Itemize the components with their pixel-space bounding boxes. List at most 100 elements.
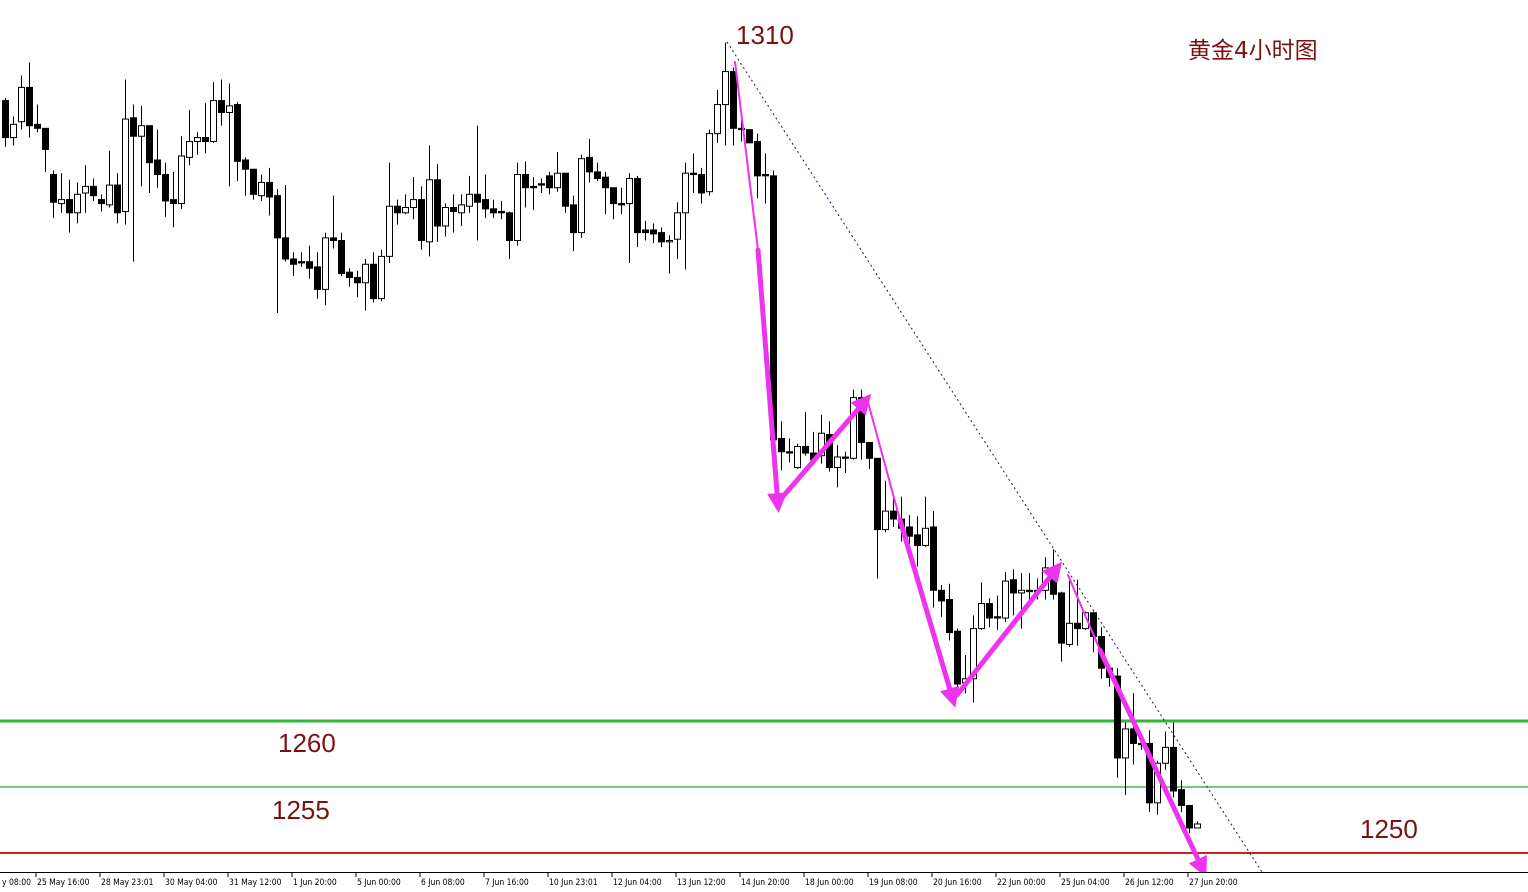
candle: [402, 194, 409, 215]
candle-body-bull: [1002, 580, 1009, 619]
x-tick-label: 27 Jun 20:00: [1189, 878, 1238, 888]
candle: [1058, 591, 1065, 662]
candle-body-bear: [202, 137, 209, 143]
candle: [146, 125, 153, 193]
axis-background: [0, 872, 1528, 892]
candle-body-bear: [890, 510, 897, 520]
candle-body-bear: [394, 205, 401, 214]
candle-body-bull: [442, 207, 449, 227]
x-tick-label: 1 Jun 20:00: [293, 878, 337, 888]
candle-body-bear: [538, 183, 545, 186]
candle: [362, 259, 369, 311]
candle: [162, 162, 169, 217]
candle: [330, 195, 337, 249]
candle: [386, 162, 393, 263]
candle: [914, 516, 921, 567]
candle: [74, 182, 81, 224]
candle: [938, 585, 945, 617]
candle-body-bear: [938, 589, 945, 602]
x-tick-label: 7 Jun 16:00: [485, 878, 529, 888]
candle-body-bear: [290, 258, 297, 265]
candle: [250, 168, 257, 200]
candle-body-bull: [58, 199, 65, 205]
candle: [66, 179, 73, 233]
candle-body-bull: [1194, 823, 1201, 829]
candle-body-bear: [338, 240, 345, 275]
candle-body-bear: [242, 159, 249, 170]
candle-body-bull: [714, 104, 721, 135]
wave-arrow: [954, 561, 1062, 698]
candle-body-bull: [922, 527, 929, 546]
x-tick-label: 10 Jun 23:01: [549, 878, 598, 888]
x-tick-label: 28 May 23:01: [101, 878, 154, 888]
candle-body-bull: [970, 628, 977, 680]
candle: [474, 125, 481, 241]
candle-body-bull: [1018, 589, 1025, 594]
candle: [890, 497, 897, 527]
candle-body-bear: [482, 199, 489, 210]
x-tick-label: 6 Jun 08:00: [421, 878, 465, 888]
candle-body-bear: [730, 71, 737, 129]
candle-body-bear: [66, 199, 73, 214]
candle-body-bear: [994, 616, 1001, 619]
candle-body-bear: [1186, 804, 1193, 829]
candle-body-bear: [330, 237, 337, 242]
x-tick-label: 5 Jun 00:00: [357, 878, 401, 888]
candle-body-bear: [658, 232, 665, 243]
candle: [466, 175, 473, 213]
candle: [1194, 821, 1201, 829]
candle: [1162, 731, 1169, 770]
candle-body-bull: [1122, 728, 1129, 759]
candle: [1002, 571, 1009, 622]
candle: [442, 203, 449, 237]
candle: [370, 252, 377, 303]
candle-body-bear: [162, 174, 169, 202]
candle: [274, 189, 281, 314]
peak-label: 1310: [736, 20, 794, 50]
candle-body-bull: [834, 456, 841, 469]
candle-body-bear: [306, 261, 313, 269]
candle: [10, 116, 17, 146]
candle: [186, 109, 193, 166]
candle: [1066, 578, 1073, 648]
candle: [522, 161, 529, 208]
candle: [562, 172, 569, 213]
candle-body-bull: [426, 179, 433, 243]
wave-arrow: [1097, 647, 1207, 878]
candle-body-bear: [946, 599, 953, 634]
candle-body-bear: [314, 266, 321, 290]
candle-body-bear: [34, 123, 41, 129]
candle-body-bear: [474, 193, 481, 203]
candle-body-bear: [266, 181, 273, 198]
candle: [930, 511, 937, 608]
candle-body-bull: [402, 207, 409, 214]
candle-body-bear: [594, 171, 601, 179]
candle-body-bull: [458, 204, 465, 214]
candle-body-bear: [762, 174, 769, 177]
candle-body-bear: [530, 185, 537, 189]
candle: [906, 515, 913, 545]
candle: [554, 152, 561, 192]
candle-body-bear: [778, 438, 785, 453]
candle: [106, 150, 113, 208]
candle-body-bear: [130, 117, 137, 137]
x-tick-label: 20 Jun 16:00: [933, 878, 982, 888]
candle: [706, 129, 713, 196]
candle: [690, 153, 697, 193]
candle: [866, 441, 873, 469]
candle: [634, 175, 641, 248]
candle: [882, 480, 889, 533]
x-tick-label: 26 Jun 12:00: [1125, 878, 1174, 888]
candle-body-bear: [610, 187, 617, 205]
candles: [2, 42, 1201, 834]
candle-body-bear: [618, 203, 625, 206]
candle-body-bear: [1010, 579, 1017, 594]
candle: [194, 132, 201, 155]
x-tick-label: 12 Jun 04:00: [613, 878, 662, 888]
candle-body-bear: [418, 199, 425, 242]
candle-body-bear: [786, 451, 793, 454]
candle: [1074, 579, 1081, 646]
candle-body-bull: [578, 158, 585, 234]
candle: [786, 438, 793, 463]
candle: [530, 177, 537, 211]
